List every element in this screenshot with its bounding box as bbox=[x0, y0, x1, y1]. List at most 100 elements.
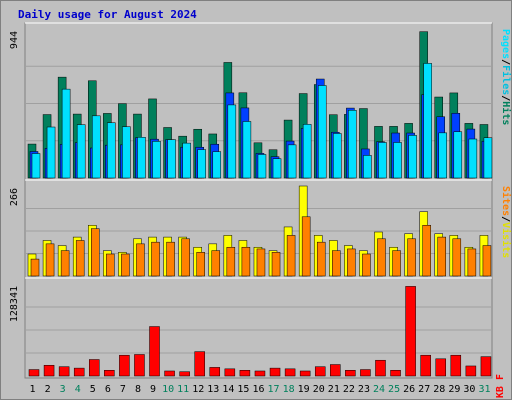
day-label-18: 18 bbox=[283, 384, 295, 395]
bar-pages-day-19 bbox=[302, 124, 312, 179]
bar-kb-f-day-30 bbox=[465, 365, 477, 377]
bar-kb-f-day-8 bbox=[134, 354, 145, 377]
day-label-27: 27 bbox=[418, 384, 430, 395]
bar-sites-day-6 bbox=[106, 253, 115, 277]
bar-sites-day-27 bbox=[422, 224, 431, 277]
bar-sites-day-3 bbox=[60, 250, 70, 277]
day-label-14: 14 bbox=[222, 384, 234, 395]
bar-pages-day-9 bbox=[152, 141, 161, 179]
day-label-15: 15 bbox=[237, 384, 249, 395]
bar-kb-f-day-13 bbox=[209, 367, 221, 377]
bar-sites-day-18 bbox=[286, 235, 296, 277]
bar-pages-day-22 bbox=[348, 110, 357, 179]
bar-pages-day-17 bbox=[272, 158, 282, 179]
day-label-20: 20 bbox=[313, 384, 325, 395]
bar-kb-f-day-18 bbox=[284, 368, 296, 377]
bar-pages-day-27 bbox=[423, 63, 432, 179]
bar-pages-day-6 bbox=[107, 122, 116, 179]
bar-kb-f-day-12 bbox=[194, 351, 205, 377]
day-label-31: 31 bbox=[478, 384, 490, 395]
day-label-1: 1 bbox=[30, 384, 36, 395]
chart-title: Daily usage for August 2024 bbox=[18, 8, 197, 21]
bar-kb-f-day-10 bbox=[164, 370, 175, 377]
bar-sites-day-8 bbox=[136, 243, 145, 277]
side-label-visits: Visits bbox=[500, 222, 512, 258]
panel-top: 944 Pages/Files/Hits bbox=[9, 22, 512, 181]
bar-pages-day-23 bbox=[363, 155, 372, 179]
series-sites bbox=[30, 216, 492, 277]
ytick-bottom: 128341 bbox=[9, 286, 20, 322]
day-label-30: 30 bbox=[463, 384, 475, 395]
bar-pages-day-16 bbox=[257, 154, 267, 179]
bar-pages-day-5 bbox=[92, 115, 101, 179]
day-label-22: 22 bbox=[343, 384, 355, 395]
bar-pages-day-13 bbox=[212, 151, 222, 179]
bar-kb-f-day-6 bbox=[104, 370, 115, 377]
bar-sites-day-23 bbox=[362, 253, 371, 277]
bar-pages-day-10 bbox=[167, 139, 176, 179]
bar-kb-f-day-28 bbox=[435, 358, 446, 377]
bar-pages-day-3 bbox=[61, 88, 71, 179]
bar-sites-day-28 bbox=[437, 236, 446, 277]
day-label-23: 23 bbox=[358, 384, 370, 395]
bar-pages-day-4 bbox=[76, 124, 86, 179]
day-label-29: 29 bbox=[448, 384, 460, 395]
bar-kb-f-day-21 bbox=[330, 364, 341, 377]
bar-kb-f-day-26 bbox=[405, 286, 416, 377]
day-label-6: 6 bbox=[105, 384, 111, 395]
bar-pages-day-8 bbox=[137, 137, 146, 179]
side-label-separator: / bbox=[500, 216, 511, 222]
bar-pages-day-29 bbox=[453, 131, 463, 179]
bar-pages-day-25 bbox=[393, 142, 402, 179]
bar-pages-day-30 bbox=[468, 138, 478, 179]
bar-pages-day-2 bbox=[46, 126, 56, 179]
bar-sites-day-24 bbox=[377, 238, 386, 277]
bar-sites-day-17 bbox=[271, 252, 281, 277]
day-label-12: 12 bbox=[192, 384, 204, 395]
bar-pages-day-18 bbox=[287, 144, 297, 179]
bar-sites-day-29 bbox=[452, 238, 462, 277]
bar-pages-day-20 bbox=[317, 85, 327, 179]
bar-sites-day-30 bbox=[467, 248, 477, 277]
day-label-5: 5 bbox=[90, 384, 96, 395]
bar-kb-f-day-23 bbox=[360, 369, 371, 377]
bar-kb-f-day-22 bbox=[345, 370, 356, 377]
bar-sites-day-20 bbox=[316, 241, 326, 277]
day-label-16: 16 bbox=[252, 384, 264, 395]
bar-sites-day-11 bbox=[181, 238, 190, 277]
day-label-24: 24 bbox=[373, 384, 385, 395]
bar-sites-day-13 bbox=[211, 250, 221, 277]
bar-sites-day-15 bbox=[241, 246, 251, 277]
day-label-3: 3 bbox=[60, 384, 66, 395]
bar-kb-f-day-29 bbox=[450, 354, 462, 377]
bar-sites-day-16 bbox=[256, 248, 266, 277]
bar-sites-day-12 bbox=[196, 252, 205, 277]
bar-kb-f-day-1 bbox=[28, 369, 40, 377]
day-label-13: 13 bbox=[207, 384, 219, 395]
panel-middle: 266 Sites/Visits bbox=[9, 179, 512, 279]
bar-pages-day-11 bbox=[182, 142, 191, 179]
day-label-25: 25 bbox=[388, 384, 400, 395]
side-label-hits: Hits bbox=[500, 101, 512, 125]
bar-pages-day-15 bbox=[242, 121, 252, 179]
side-label-bottom: KB F bbox=[495, 374, 506, 398]
bar-pages-day-24 bbox=[378, 142, 387, 179]
bar-kb-f-day-17 bbox=[269, 367, 281, 377]
day-label-2: 2 bbox=[45, 384, 51, 395]
series-pages bbox=[31, 63, 493, 179]
side-label-sites: Sites bbox=[500, 186, 512, 216]
bar-kb-f-day-20 bbox=[314, 366, 326, 377]
bar-kb-f-day-4 bbox=[73, 367, 85, 377]
bar-kb-f-day-15 bbox=[239, 370, 251, 377]
side-label-middle: Sites/Visits bbox=[500, 186, 512, 258]
bar-pages-day-14 bbox=[227, 104, 237, 179]
bar-kb-f-day-11 bbox=[179, 371, 190, 377]
ytick-middle: 266 bbox=[9, 188, 20, 206]
bar-kb-f-day-27 bbox=[420, 354, 431, 377]
side-label-kb-f: KB F bbox=[495, 374, 506, 398]
bar-sites-day-5 bbox=[91, 228, 100, 277]
bar-kb-f-day-16 bbox=[254, 370, 266, 377]
bar-kb-f-day-2 bbox=[43, 364, 55, 377]
bar-sites-day-10 bbox=[166, 241, 175, 277]
bar-sites-day-14 bbox=[226, 246, 236, 277]
